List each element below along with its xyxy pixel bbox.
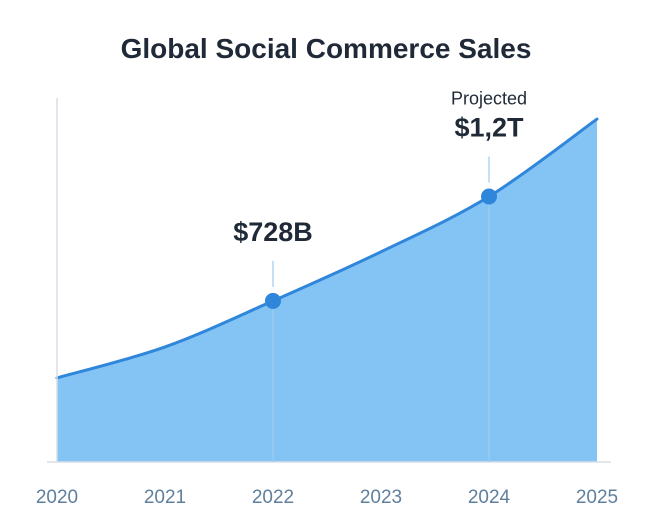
x-tick-label-2023: 2023 [360, 487, 402, 508]
x-tick-label-2022: 2022 [252, 487, 294, 508]
x-tick-label-2020: 2020 [36, 487, 78, 508]
x-axis-ticks: 2020 2021 2022 2023 2024 2025 [36, 487, 618, 508]
annotation-layer: $728B Projected $1,2T [233, 89, 527, 462]
x-tick-label-2021: 2021 [144, 487, 186, 508]
chart-title: Global Social Commerce Sales [121, 33, 532, 64]
annotation-sublabel-2024: Projected [451, 89, 527, 109]
series-area-fill [57, 119, 597, 462]
data-point-2022 [265, 292, 281, 309]
x-tick-label-2024: 2024 [468, 487, 511, 508]
plot-area: 2020 2021 2022 2023 2024 2025 $728BProjected$… [36, 89, 618, 509]
annotation-label-2022: $728B [233, 217, 313, 247]
series-line [55, 117, 599, 380]
x-tick-label-2025: 2025 [576, 487, 618, 508]
data-point-2024 [481, 188, 497, 205]
annotation-label-2024: $1,2T [454, 113, 524, 143]
